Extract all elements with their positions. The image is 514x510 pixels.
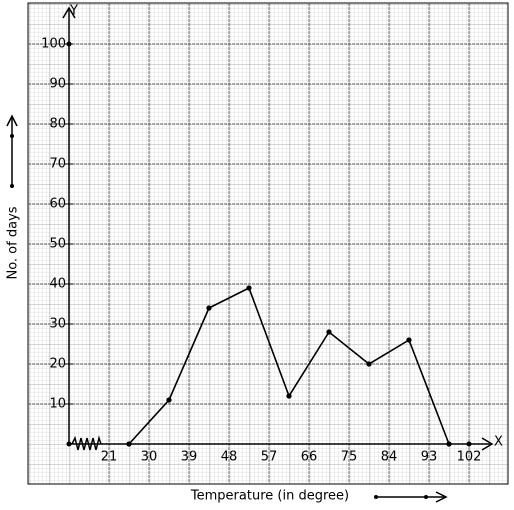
x-tick-label: 75 [341, 450, 358, 465]
y-tick-label: 90 [49, 77, 66, 92]
decor-arrow-head [435, 491, 448, 503]
y-tick-label: 20 [49, 357, 66, 372]
x-tick-label: 102 [457, 450, 482, 465]
data-point [406, 337, 412, 343]
y-axis-letter: Y [69, 4, 78, 19]
x-tick-label: 30 [141, 450, 158, 465]
y-tick-label: 100 [41, 37, 66, 52]
axis-break [71, 435, 102, 451]
y-tick-label: 80 [49, 117, 66, 132]
x-arrow [481, 437, 494, 451]
decor-arrow-head [6, 114, 18, 127]
data-point [206, 305, 212, 311]
x-tick-label: 48 [221, 450, 238, 465]
decor-dot [424, 495, 428, 499]
y-axis-label: No. of days [6, 206, 21, 279]
data-point [246, 285, 252, 291]
decor-dot [374, 495, 378, 499]
x-tick-label: 39 [181, 450, 198, 465]
data-point [366, 361, 372, 367]
data-point [126, 441, 132, 447]
axis-dot [466, 441, 472, 447]
decor-dot [10, 134, 14, 138]
origin-dot [66, 441, 72, 447]
decor-dot [10, 184, 14, 188]
data-point [326, 329, 332, 335]
y-tick-label: 40 [49, 277, 66, 292]
x-axis-label: Temperature (in degree) [190, 489, 349, 504]
data-point [286, 393, 292, 399]
x-tick-label: 21 [101, 450, 118, 465]
y-tick-label: 60 [49, 197, 66, 212]
x-tick-label: 93 [421, 450, 438, 465]
x-tick-label: 84 [381, 450, 398, 465]
grid [28, 3, 508, 484]
data-point [446, 441, 452, 447]
x-tick-label: 66 [301, 450, 318, 465]
y-tick-label: 30 [49, 317, 66, 332]
y-arrow [62, 6, 76, 19]
x-tick-label: 57 [261, 450, 278, 465]
y-tick-label: 50 [49, 237, 66, 252]
y-tick-label: 70 [49, 157, 66, 172]
y-tick-label: 10 [49, 397, 66, 412]
x-axis-letter: X [494, 435, 503, 450]
data-point [166, 397, 172, 403]
